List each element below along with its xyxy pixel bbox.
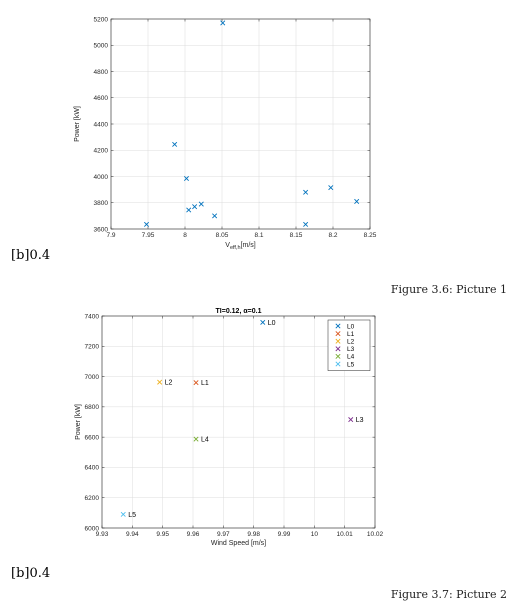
chart2-point-label-l2: L2 bbox=[165, 380, 173, 387]
chart1-x-tick-label: 7.9 bbox=[106, 232, 115, 239]
figure-1-marker: [b]0.4 bbox=[11, 248, 51, 263]
chart2-x-tick-label: 9.99 bbox=[278, 531, 291, 538]
chart1-x-tick-label: 8.2 bbox=[328, 232, 337, 239]
chart1-y-tick-label: 4000 bbox=[94, 174, 109, 181]
figure-2-marker: [b]0.4 bbox=[11, 566, 51, 581]
chart1-y-tick-label: 3600 bbox=[94, 226, 109, 233]
figure-1-caption: Figure 3.6: Picture 1 bbox=[390, 283, 507, 296]
chart1-data-point bbox=[183, 175, 189, 181]
chart2-x-tick-label: 10.01 bbox=[337, 531, 354, 538]
chart2-point-label-l4: L4 bbox=[201, 437, 209, 444]
chart2-axes-box bbox=[101, 315, 376, 529]
chart2-y-tick-label: 6400 bbox=[85, 465, 100, 472]
chart2-x-tick-label: 9.96 bbox=[187, 531, 200, 538]
chart2-x-tick-label: 9.95 bbox=[156, 531, 169, 538]
chart2-y-tick-label: 6200 bbox=[85, 495, 100, 502]
chart1-data-point bbox=[303, 221, 309, 227]
chart1-x-tick-label: 8 bbox=[183, 232, 187, 239]
chart1-x-tick-label: 8.05 bbox=[216, 232, 229, 239]
chart2-data-point-l4 bbox=[193, 436, 199, 442]
chart2-x-tick-label: 9.97 bbox=[217, 531, 230, 538]
chart2-legend-label-l0: L0 bbox=[347, 323, 355, 330]
figure-2-caption: Figure 3.7: Picture 2 bbox=[390, 588, 507, 601]
chart2-legend-label-l4: L4 bbox=[347, 354, 355, 361]
chart2-data-point-l2 bbox=[157, 379, 163, 385]
chart1-data-point bbox=[354, 198, 360, 204]
chart2-data-point-l1 bbox=[193, 380, 199, 386]
chart1-x-tick-label: 8.25 bbox=[364, 232, 377, 239]
chart1-data-point bbox=[192, 204, 198, 210]
chart2-x-axis-label: Wind Speed [m/s] bbox=[211, 540, 266, 547]
chart2-x-tick-label: 9.98 bbox=[247, 531, 260, 538]
chart2-y-tick-label: 7000 bbox=[85, 374, 100, 381]
chart2-legend-label-l3: L3 bbox=[347, 346, 355, 353]
chart1-y-tick-label: 4600 bbox=[94, 95, 109, 102]
chart1-data-point bbox=[144, 221, 150, 227]
chart1-axes-box bbox=[110, 18, 371, 230]
chart2-data-point-l3 bbox=[348, 417, 354, 423]
chart2-point-label-l0: L0 bbox=[268, 320, 276, 327]
chart2-y-tick-label: 6800 bbox=[85, 404, 100, 411]
chart1-y-tick-label: 4400 bbox=[94, 121, 109, 128]
chart1-x-tick-label: 8.15 bbox=[290, 232, 303, 239]
chart1-x-tick-label: 8.1 bbox=[254, 232, 263, 239]
chart1-y-tick-label: 3800 bbox=[94, 200, 109, 207]
chart1-x-tick-label: 7.95 bbox=[142, 232, 155, 239]
chart1-data-point bbox=[186, 207, 192, 213]
chart1-y-axis-label: Power [kW] bbox=[74, 106, 81, 142]
chart1-y-tick-label: 4800 bbox=[94, 69, 109, 76]
chart2-y-tick-label: 7200 bbox=[85, 344, 100, 351]
chart1-data-point bbox=[172, 141, 178, 147]
chart1-data-point bbox=[212, 213, 218, 219]
chart1-data-point bbox=[220, 20, 226, 26]
chart2-data-point-l0 bbox=[260, 319, 266, 325]
chart2-legend-label-l5: L5 bbox=[347, 361, 355, 368]
chart1-y-tick-label: 5000 bbox=[94, 43, 109, 50]
chart2-legend-label-l2: L2 bbox=[347, 339, 355, 346]
chart2-y-tick-label: 6000 bbox=[85, 525, 100, 532]
chart2-x-tick-label: 9.93 bbox=[96, 531, 109, 538]
chart2-title: TI=0.12, α=0.1 bbox=[216, 308, 262, 315]
chart1-data-point bbox=[198, 201, 204, 207]
chart2-y-tick-label: 7400 bbox=[85, 313, 100, 320]
chart2-legend-marker-l1 bbox=[335, 331, 341, 337]
chart2-data-point-l5 bbox=[120, 511, 126, 517]
chart2-legend-marker-l0 bbox=[335, 323, 341, 329]
chart1-data-point bbox=[303, 189, 309, 195]
chart2-point-label-l3: L3 bbox=[356, 417, 364, 424]
chart2-x-tick-label: 9.94 bbox=[126, 531, 139, 538]
chart2-legend-marker-l3 bbox=[335, 346, 341, 352]
chart1-data-point bbox=[328, 185, 334, 191]
chart2-x-tick-label: 10.02 bbox=[367, 531, 384, 538]
chart2-y-axis-label: Power [kW] bbox=[75, 404, 82, 440]
chart1-y-tick-label: 5200 bbox=[94, 16, 109, 23]
chart2-legend-label-l1: L1 bbox=[347, 331, 355, 338]
chart1-x-axis-label: Veff,h[m/s] bbox=[225, 242, 256, 251]
chart2-legend-marker-l5 bbox=[335, 361, 341, 367]
chart1-y-tick-label: 4200 bbox=[94, 148, 109, 155]
chart-1: 7.9 7.95 8 8.05 8.1 8.15 8.2 8.25 3600 3800 4000 42… bbox=[74, 16, 377, 251]
chart2-x-tick-label: 10 bbox=[311, 531, 319, 538]
chart2-legend-marker-l2 bbox=[335, 338, 341, 344]
chart2-point-label-l1: L1 bbox=[201, 380, 209, 387]
chart2-y-tick-label: 6600 bbox=[85, 434, 100, 441]
chart2-legend-marker-l4 bbox=[335, 353, 341, 359]
chart2-point-label-l5: L5 bbox=[128, 512, 136, 519]
